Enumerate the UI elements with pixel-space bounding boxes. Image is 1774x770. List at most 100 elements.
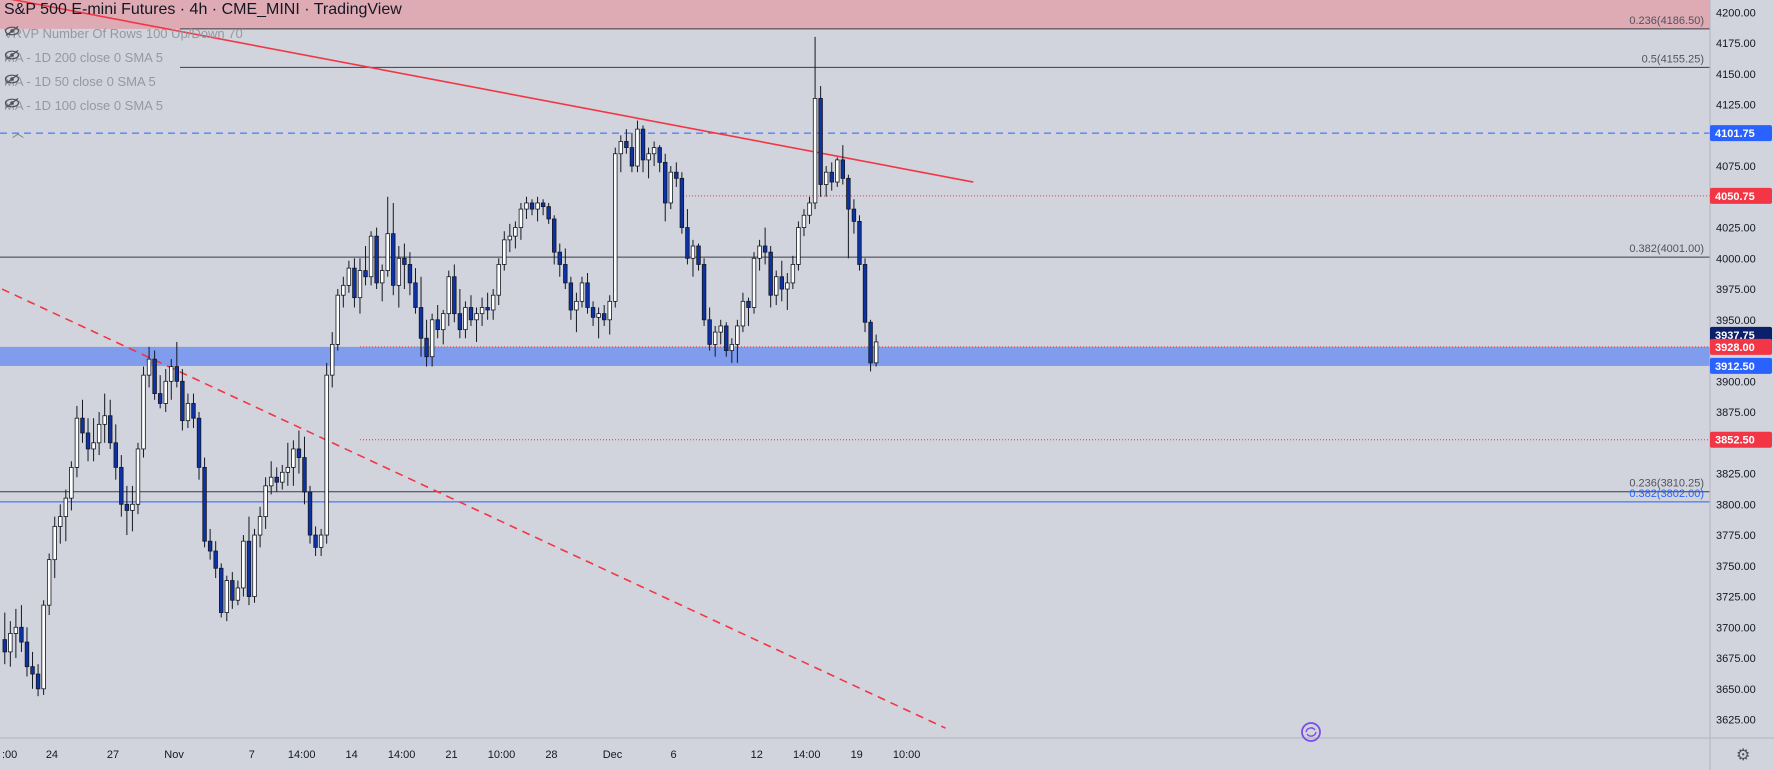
candle-up <box>535 202 540 210</box>
price-badge-label: 3928.00 <box>1715 342 1755 354</box>
candle-down <box>485 307 490 311</box>
price-badge <box>1710 187 1772 204</box>
candle-up <box>341 284 346 296</box>
candle-up <box>668 171 673 204</box>
candle-up <box>502 239 507 265</box>
candle-up <box>357 270 363 299</box>
candle-down <box>274 476 279 483</box>
y-tick-label: 4025.00 <box>1716 223 1756 235</box>
candle-up <box>735 325 740 345</box>
x-tick-label: 14:00 <box>288 749 316 761</box>
eye-hidden-icon[interactable] <box>4 26 267 39</box>
y-tick-label: 4175.00 <box>1716 38 1756 50</box>
replay-icon[interactable] <box>1301 722 1321 742</box>
price-badge-label: 4101.75 <box>1715 128 1755 140</box>
candle-up <box>474 313 479 321</box>
candle-up <box>163 380 168 404</box>
candle-up <box>224 580 229 613</box>
candle-down <box>230 580 235 601</box>
candle-up <box>574 300 579 311</box>
eye-hidden-icon[interactable] <box>4 74 180 87</box>
candle-down <box>590 307 596 318</box>
candle-up <box>785 282 790 290</box>
x-tick-label: 6 <box>670 749 676 761</box>
candle-up <box>496 264 501 296</box>
y-tick-label: 4075.00 <box>1716 161 1756 173</box>
candle-down <box>152 358 157 395</box>
candle-up <box>91 442 96 450</box>
y-tick-label: 3700.00 <box>1716 622 1756 634</box>
indicator-ma-50[interactable]: MA - 1D 50 close 0 SMA 5 <box>4 74 180 89</box>
chart-title: S&P 500 E-mini Futures · 4h · CME_MINI ·… <box>4 1 402 18</box>
candle-down <box>196 417 202 468</box>
y-tick-label: 3875.00 <box>1716 407 1756 419</box>
indicator-label: VRVP Number Of Rows 100 Up/Down 70 <box>4 26 243 41</box>
indicator-vrvp[interactable]: VRVP Number Of Rows 100 Up/Down 70 <box>4 26 267 41</box>
candle-down <box>640 128 646 161</box>
price-badge <box>1710 338 1772 355</box>
candle-up <box>446 276 451 315</box>
eye-hidden-icon[interactable] <box>4 98 187 111</box>
candle-up <box>280 471 285 483</box>
dashed-trendline <box>1 288 946 729</box>
y-tick-label: 3750.00 <box>1716 561 1756 573</box>
candle-up <box>135 448 141 505</box>
candle-down <box>868 321 873 364</box>
candles <box>2 36 879 697</box>
candle-down <box>219 567 224 613</box>
x-tick-label: 10:00 <box>488 749 516 761</box>
collapse-legend-icon[interactable]: ︿ <box>12 126 25 140</box>
candle-down <box>840 159 846 179</box>
y-tick-label: 3975.00 <box>1716 284 1756 296</box>
candle-up <box>490 294 496 311</box>
candle-up <box>146 358 152 376</box>
candle-down <box>657 147 662 163</box>
candle-up <box>596 313 601 318</box>
level-label: 0.236(4186.50) <box>1629 15 1704 27</box>
candle-down <box>352 267 357 299</box>
candle-up <box>268 476 274 487</box>
x-tick-label: 28 <box>545 749 557 761</box>
candle-down <box>246 540 252 597</box>
candle-down <box>685 227 690 259</box>
candle-up <box>441 313 446 331</box>
y-tick-label: 4200.00 <box>1716 7 1756 19</box>
candle-up <box>790 264 796 284</box>
candle-up <box>13 626 19 634</box>
indicator-ma-100[interactable]: MA - 1D 100 close 0 SMA 5 <box>4 98 187 113</box>
gear-icon[interactable]: ⚙ <box>1736 745 1750 764</box>
candle-up <box>368 235 374 278</box>
price-badge <box>1710 431 1772 448</box>
candle-down <box>546 206 551 220</box>
eye-hidden-icon[interactable] <box>4 50 187 63</box>
indicator-ma-200[interactable]: MA - 1D 200 close 0 SMA 5 <box>4 50 187 65</box>
candle-down <box>30 666 35 675</box>
candle-up <box>96 423 102 444</box>
candle-up <box>291 448 296 468</box>
y-tick-label: 3650.00 <box>1716 684 1756 696</box>
candle-up <box>52 526 57 561</box>
candle-up <box>318 534 324 548</box>
candle-down <box>818 98 823 185</box>
candle-down <box>202 466 207 542</box>
candle-down <box>846 177 851 210</box>
x-tick-label: 14 <box>346 749 358 761</box>
candle-down <box>629 147 635 167</box>
candle-up <box>74 417 80 468</box>
candle-down <box>557 251 562 265</box>
x-tick-label: Nov <box>164 749 184 761</box>
indicator-label: MA - 1D 100 close 0 SMA 5 <box>4 98 163 113</box>
candle-down <box>302 457 307 493</box>
candle-up <box>712 331 718 345</box>
zone-band <box>0 346 1710 366</box>
candle-up <box>429 319 435 358</box>
candle-up <box>507 235 513 241</box>
candle-down <box>857 220 862 265</box>
level-label: 0.236(3810.25) <box>1629 478 1704 490</box>
x-tick-label: 10:00 <box>893 749 921 761</box>
candle-down <box>540 202 546 208</box>
candle-up <box>729 343 735 351</box>
candle-up <box>41 604 46 690</box>
candle-up <box>873 341 879 364</box>
